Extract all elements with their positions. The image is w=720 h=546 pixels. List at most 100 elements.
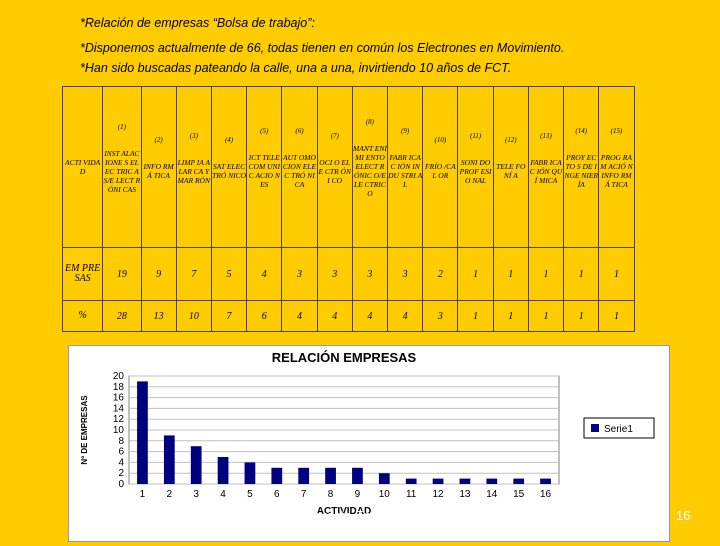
table-cell: 3	[281, 246, 318, 302]
table-cell: 10	[175, 300, 212, 332]
table-cell: 1	[457, 246, 494, 302]
table-cell: 1	[598, 246, 635, 302]
x-tick-label: 14	[486, 489, 498, 500]
chart-container: 0 2 4 6 8 10 12 14 16 18 20 1 2 3 4 5 6 7 8 9 10 11 12 13 14 15 16…	[68, 345, 670, 542]
table-cell: 1	[563, 300, 600, 332]
bar	[540, 478, 551, 484]
col-header-8: (8) MANT ENIMI ENTO ELECT RÓNIC O/ELE CTR…	[351, 86, 389, 248]
table-cell: 1	[598, 300, 635, 332]
table-cell: 4	[246, 246, 283, 302]
col-header-14: (14) PROY ECTO S DE INGE NIER ÍA	[563, 86, 600, 248]
intro-line-1: *Relación de empresas “Bolsa de trabajo”…	[80, 16, 315, 30]
y-tick-label: 12	[113, 414, 125, 425]
table-cell: 28	[102, 300, 142, 332]
y-tick-label: 2	[118, 468, 124, 479]
col-header-12: (12) TELE FONÍ A	[492, 86, 529, 248]
table-cell: 9	[140, 246, 177, 302]
bar	[432, 478, 444, 484]
x-tick-label: 7	[301, 489, 307, 500]
x-tick-label: 15	[513, 489, 525, 500]
bar	[137, 381, 148, 484]
intro-line-3: *Han sido buscadas pateando la calle, un…	[80, 61, 512, 75]
col-header-3: (3) LIMP IA ALAR CA Y MAR RÓN	[175, 86, 212, 248]
table-cell: 1	[527, 246, 565, 302]
col-header-1: (1) INST ALAC IONE S ELEC TRIC AS/E LECT …	[102, 86, 142, 248]
table-cell: 3	[387, 246, 424, 302]
bar	[298, 467, 310, 484]
y-tick-label: 4	[118, 457, 124, 468]
row-header-cell: ACTI VIDA D	[61, 86, 104, 248]
table-row-empresas: EM PRE SAS 19 9 7 5 4 3 3 3 3 2 1 1 1 1 …	[61, 246, 670, 302]
companies-table: ACTI VIDA D (1) INST ALAC IONE S ELEC TRI…	[61, 86, 670, 332]
table-cell: 7	[175, 246, 212, 302]
legend-swatch	[591, 424, 599, 432]
y-tick-label: 20	[113, 371, 125, 382]
table-cell: 1	[457, 300, 494, 332]
table-cell: 4	[351, 300, 389, 332]
col-header-10: (10) FRÍO /CAL OR	[422, 86, 459, 248]
y-tick-label: 0	[118, 479, 124, 490]
x-tick-label: 10	[379, 489, 391, 500]
legend-box	[583, 417, 655, 439]
y-tick-label: 14	[113, 403, 125, 414]
y-tick-label: 18	[113, 382, 125, 393]
table-cell: 4	[281, 300, 318, 332]
table-header-row: ACTI VIDA D (1) INST ALAC IONE S ELEC TRI…	[61, 86, 670, 248]
x-tick-label: 16	[540, 489, 552, 500]
col-header-13: (13) FABR ICAC IÓN QUÍ MICA	[527, 86, 565, 248]
table-cell: 3	[351, 246, 389, 302]
table-row-percent: % 28 13 10 7 6 4 4 4 4 3 1 1 1 1 1	[61, 300, 670, 332]
col-header-9: (9) FABR ICAC IÓN INDU STRI AL	[387, 86, 424, 248]
x-tick-label: 5	[247, 489, 253, 500]
table-cell: 6	[246, 300, 283, 332]
x-axis-label: ACTIVIDAD	[317, 506, 371, 517]
col-header-2: (2) INFO RMÁ TICA	[140, 86, 177, 248]
bar	[513, 478, 525, 484]
col-header-6: (6) AUT OMO CION ELEC TRÓ NICA	[281, 86, 318, 248]
col-header-4: (4) SAT ELEC TRÓ NICO	[210, 86, 248, 248]
bar	[163, 435, 175, 484]
bar	[217, 457, 229, 484]
x-tick-label: 11	[406, 489, 417, 500]
x-tick-label: 9	[355, 489, 361, 500]
y-tick-label: 6	[118, 447, 124, 458]
intro-line-2: *Disponemos actualmente de 66, todas tie…	[80, 41, 565, 55]
legend-label: Serie1	[604, 424, 633, 435]
col-header-5: (5) ICT TELE COM UNIC ACIO NES	[246, 86, 283, 248]
chart-title: RELACIÓN EMPRESAS	[272, 350, 417, 365]
bar	[352, 467, 363, 484]
table-cell: 13	[140, 300, 177, 332]
row-label: %	[61, 300, 104, 332]
table-cell: 5	[210, 246, 248, 302]
table-cell: 1	[492, 300, 529, 332]
bar	[378, 473, 390, 484]
table-cell: 1	[563, 246, 600, 302]
y-axis-label: Nº DE EMPRESAS	[80, 395, 89, 465]
bar	[325, 467, 336, 484]
x-tick-label: 1	[140, 489, 146, 500]
y-tick-label: 10	[113, 425, 125, 436]
x-tick-label: 3	[193, 489, 199, 500]
x-tick-label: 4	[220, 489, 226, 500]
y-tick-label: 8	[118, 436, 124, 447]
table-cell: 1	[527, 300, 565, 332]
col-header-7: (7) OCI O ELE CTR ÓNI CO	[316, 86, 353, 248]
bar	[190, 446, 202, 484]
x-tick-label: 6	[274, 489, 280, 500]
page-number: 16	[676, 508, 691, 523]
y-tick-label: 16	[113, 393, 125, 404]
x-tick-label: 12	[433, 489, 445, 500]
col-header-11: (11) SONI DO PROF ESIO NAL	[457, 86, 494, 248]
bar	[244, 462, 256, 484]
table-cell: 2	[422, 246, 459, 302]
x-tick-label: 2	[167, 489, 173, 500]
table-cell: 7	[210, 300, 248, 332]
x-tick-label: 13	[459, 489, 471, 500]
table-cell: 4	[387, 300, 424, 332]
table-cell: 3	[422, 300, 459, 332]
bar	[405, 478, 417, 484]
col-header-15: (15) PROG RAM ACIÓ N INFO RMÁ TICA	[598, 86, 635, 248]
footer-text: Proyecto Empresa	[300, 508, 407, 523]
bar	[271, 467, 283, 484]
